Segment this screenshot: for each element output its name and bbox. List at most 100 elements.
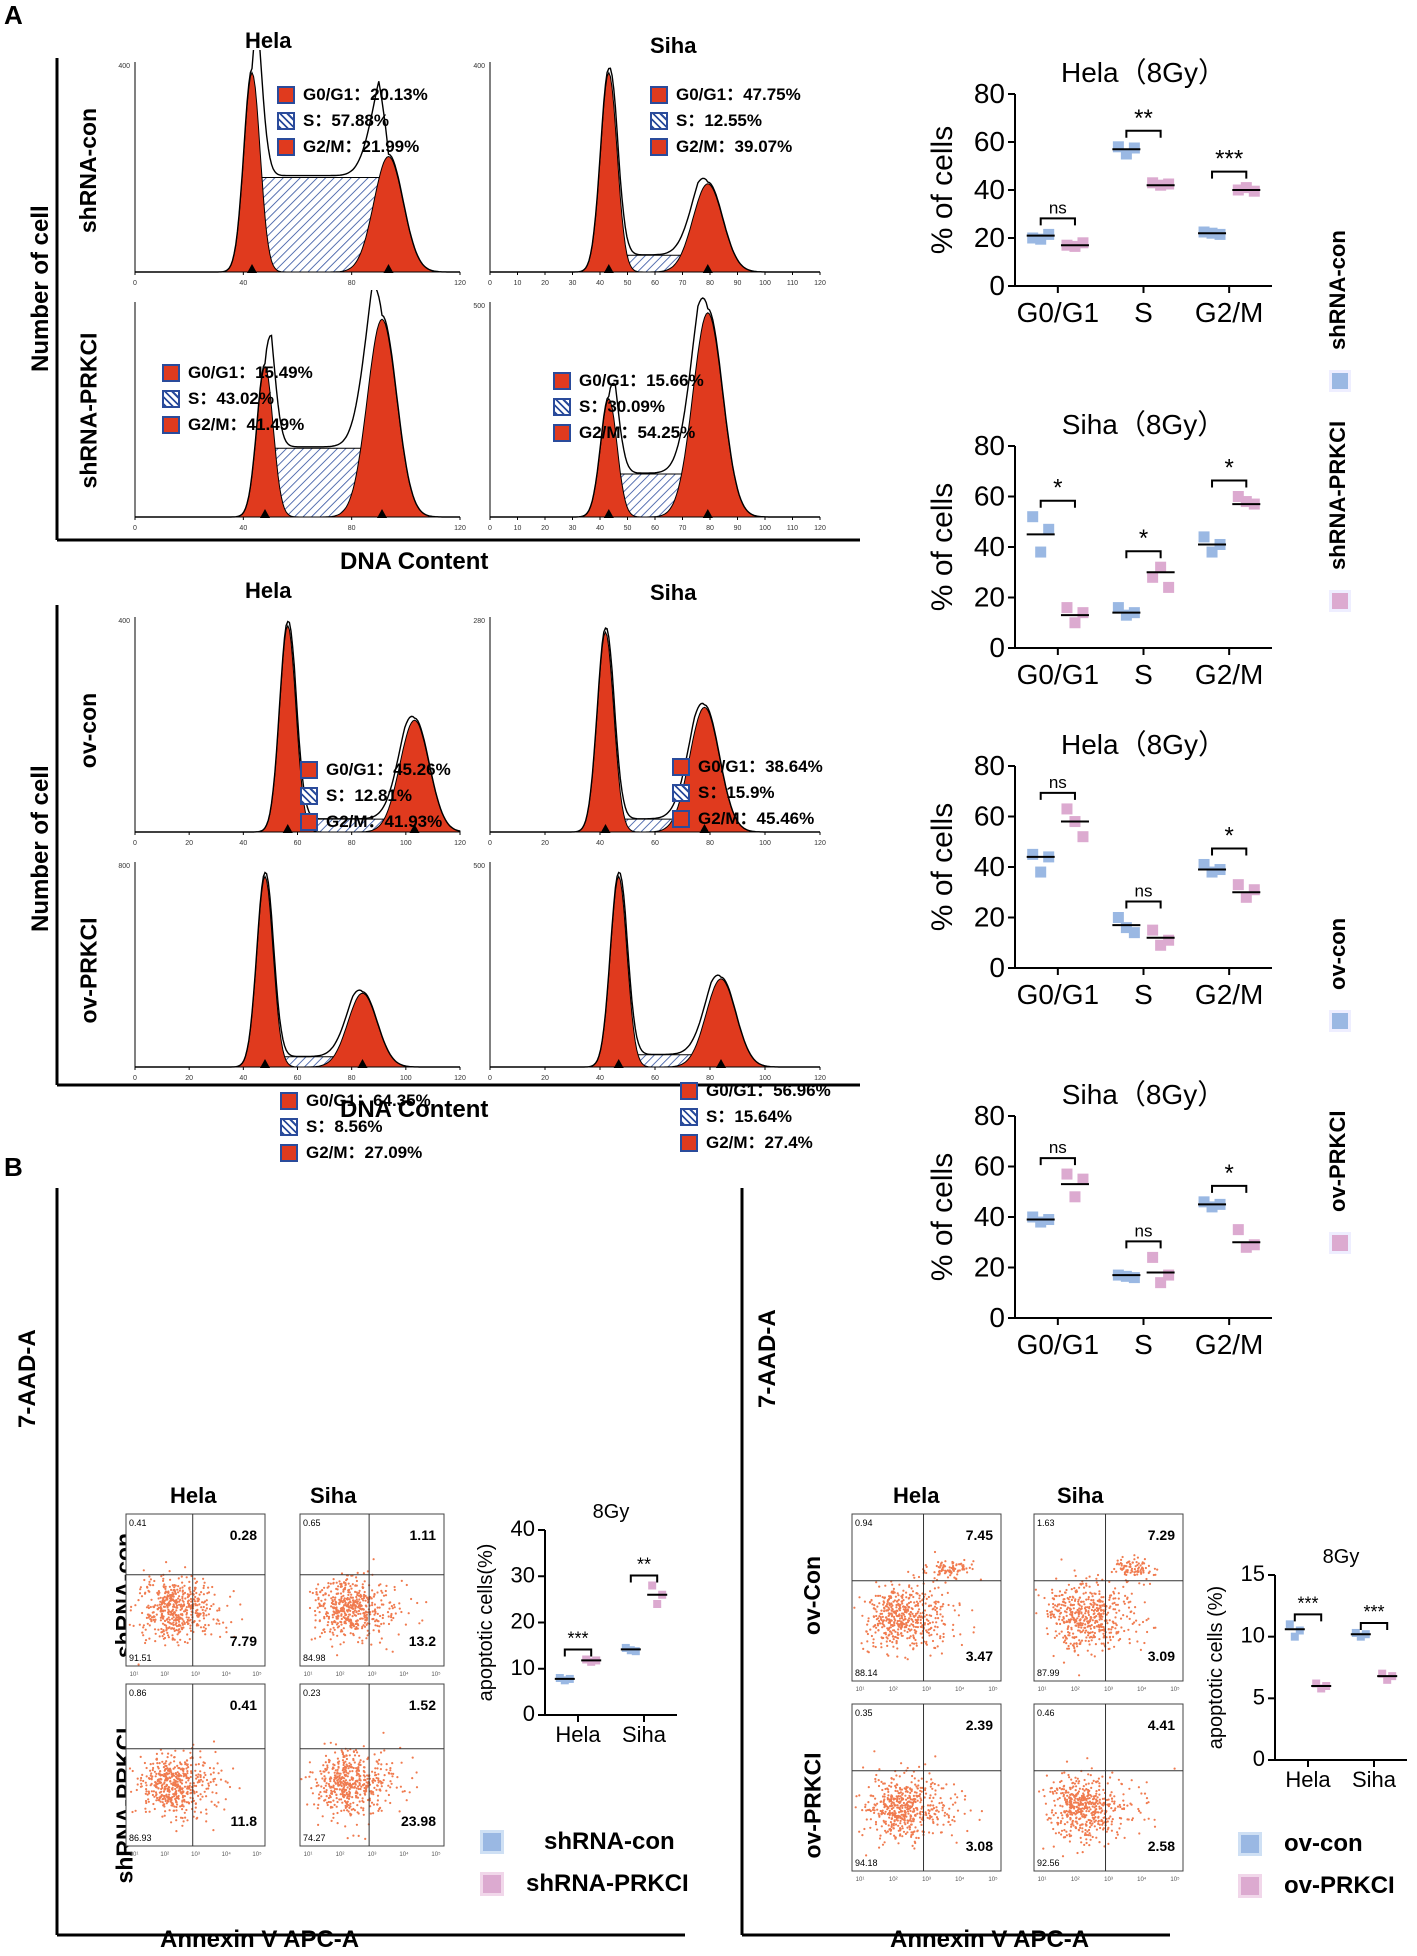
event-dot bbox=[889, 1630, 892, 1633]
event-dot bbox=[347, 1593, 350, 1596]
event-dot bbox=[1087, 1802, 1091, 1805]
event-dot bbox=[913, 1847, 916, 1850]
event-dot bbox=[1090, 1639, 1093, 1642]
peak-marker bbox=[613, 1059, 624, 1068]
event-dot bbox=[186, 1764, 189, 1767]
event-dot bbox=[159, 1619, 162, 1622]
data-point bbox=[1069, 1191, 1081, 1203]
event-dot bbox=[894, 1789, 897, 1792]
panel-label-b: B bbox=[4, 1152, 23, 1182]
legend-phase-g2m: G2/M：27.09% bbox=[280, 1140, 431, 1166]
event-dot bbox=[169, 1777, 172, 1780]
event-dot bbox=[1052, 1827, 1055, 1831]
event-dot bbox=[360, 1806, 363, 1809]
event-dot bbox=[421, 1619, 424, 1622]
event-dot bbox=[1153, 1567, 1156, 1570]
event-dot bbox=[181, 1796, 184, 1799]
significance-bracket bbox=[1039, 1157, 1076, 1166]
event-dot bbox=[1061, 1817, 1064, 1820]
event-dot bbox=[205, 1795, 208, 1798]
event-dot bbox=[181, 1824, 184, 1827]
event-dot bbox=[914, 1638, 917, 1642]
event-dot bbox=[912, 1636, 915, 1639]
event-dot bbox=[369, 1812, 372, 1815]
event-dot bbox=[172, 1612, 175, 1616]
phase-s-swatch-icon bbox=[300, 787, 318, 805]
event-dot bbox=[901, 1634, 904, 1637]
event-dot bbox=[904, 1656, 907, 1659]
event-dot bbox=[873, 1750, 876, 1753]
event-dot bbox=[933, 1601, 936, 1604]
event-dot bbox=[1065, 1588, 1068, 1592]
event-dot bbox=[951, 1803, 955, 1806]
event-dot bbox=[900, 1627, 903, 1630]
event-dot bbox=[1107, 1647, 1110, 1651]
event-dot bbox=[878, 1615, 881, 1618]
event-dot bbox=[196, 1612, 199, 1615]
event-dot bbox=[179, 1587, 182, 1590]
event-dot bbox=[1071, 1813, 1074, 1816]
event-dot bbox=[924, 1787, 927, 1790]
event-dot bbox=[1090, 1599, 1093, 1602]
event-dot bbox=[333, 1620, 336, 1623]
event-dot bbox=[150, 1620, 153, 1623]
b-col-title-siha-left: Siha bbox=[310, 1483, 357, 1508]
b-col-title-siha-right: Siha bbox=[1057, 1483, 1104, 1508]
event-dot bbox=[192, 1799, 196, 1802]
x-tick-label: G0/G1 bbox=[1017, 659, 1099, 690]
event-dot bbox=[230, 1621, 233, 1624]
event-dot bbox=[952, 1569, 955, 1572]
event-dot bbox=[877, 1629, 880, 1632]
event-dot bbox=[398, 1602, 401, 1605]
event-dot bbox=[197, 1773, 200, 1776]
event-dot bbox=[1090, 1624, 1093, 1627]
y-tick-label: 400 bbox=[118, 618, 130, 625]
event-dot bbox=[382, 1594, 386, 1597]
b-col-title-hela-left: Hela bbox=[170, 1483, 217, 1508]
event-dot bbox=[355, 1620, 358, 1623]
event-dot bbox=[1095, 1615, 1098, 1618]
event-dot bbox=[934, 1789, 937, 1792]
event-dot bbox=[371, 1791, 375, 1794]
event-cloud bbox=[854, 1750, 983, 1857]
x-tick-label: 40 bbox=[596, 840, 604, 847]
event-dot bbox=[347, 1804, 350, 1807]
event-dot bbox=[1098, 1782, 1101, 1785]
data-point bbox=[1061, 803, 1073, 815]
event-dot bbox=[931, 1818, 934, 1821]
event-dot bbox=[336, 1634, 339, 1637]
event-dot bbox=[1043, 1795, 1046, 1798]
event-dot bbox=[1116, 1833, 1119, 1836]
event-dot bbox=[153, 1795, 156, 1798]
legend-phase-g2m: G2/M：54.25% bbox=[553, 420, 704, 446]
event-dot bbox=[153, 1807, 156, 1811]
histogram-legend: G0/G1：47.75% S：12.55% G2/M：39.07% bbox=[650, 82, 801, 160]
event-dot bbox=[940, 1569, 943, 1573]
event-dot bbox=[346, 1775, 349, 1778]
event-dot bbox=[333, 1628, 336, 1631]
peak-marker bbox=[377, 509, 387, 518]
event-dot bbox=[916, 1621, 919, 1625]
event-dot bbox=[188, 1802, 191, 1805]
event-dot bbox=[346, 1596, 349, 1600]
x-tick-label: 10⁵ bbox=[252, 1851, 262, 1858]
event-dot bbox=[918, 1812, 921, 1815]
event-dot bbox=[184, 1566, 187, 1569]
event-dot bbox=[170, 1754, 173, 1757]
event-dot bbox=[167, 1795, 170, 1798]
event-dot bbox=[169, 1800, 172, 1803]
x-tick-label: 100 bbox=[759, 280, 771, 287]
event-dot bbox=[1084, 1798, 1087, 1801]
event-dot bbox=[1060, 1820, 1063, 1823]
event-dot bbox=[1065, 1798, 1069, 1801]
event-dot bbox=[355, 1779, 359, 1782]
control-marker-icon bbox=[1329, 1010, 1351, 1032]
event-dot bbox=[1084, 1615, 1087, 1618]
event-dot bbox=[318, 1619, 321, 1622]
event-dot bbox=[929, 1804, 932, 1807]
event-dot bbox=[322, 1764, 325, 1767]
event-dot bbox=[940, 1652, 943, 1655]
event-dot bbox=[210, 1800, 213, 1803]
event-dot bbox=[347, 1810, 350, 1813]
significance-label: * bbox=[1053, 475, 1062, 502]
